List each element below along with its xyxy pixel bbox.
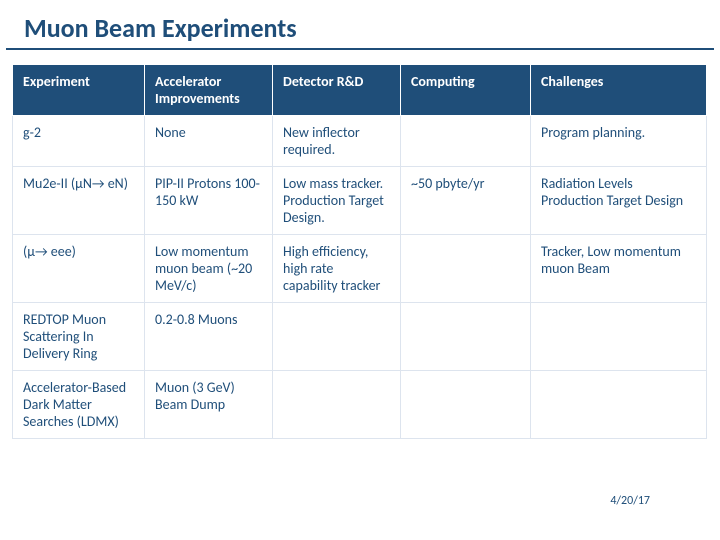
cell-challenges: Radiation Levels Production Target Desig… xyxy=(531,167,707,235)
cell-experiment: g-2 xyxy=(13,116,145,167)
cell-experiment: Mu2e-II (μN→ eN) xyxy=(13,167,145,235)
table-row: (μ→ eee) Low momentum muon beam (~20 MeV… xyxy=(13,235,707,303)
cell-detector: New inflector required. xyxy=(273,116,401,167)
cell-computing xyxy=(401,371,531,439)
cell-challenges xyxy=(531,303,707,371)
cell-accelerator: PIP-II Protons 100-150 kW xyxy=(145,167,273,235)
table-header-row: Experiment Accelerator Improvements Dete… xyxy=(13,65,707,116)
cell-challenges xyxy=(531,371,707,439)
cell-accelerator: None xyxy=(145,116,273,167)
cell-computing xyxy=(401,235,531,303)
col-experiment: Experiment xyxy=(13,65,145,116)
cell-challenges: Tracker, Low momentum muon Beam xyxy=(531,235,707,303)
cell-detector: High efficiency, high rate capability tr… xyxy=(273,235,401,303)
table-row: Mu2e-II (μN→ eN) PIP-II Protons 100-150 … xyxy=(13,167,707,235)
cell-accelerator: 0.2-0.8 Muons xyxy=(145,303,273,371)
cell-experiment: Accelerator-Based Dark Matter Searches (… xyxy=(13,371,145,439)
experiments-table: Experiment Accelerator Improvements Dete… xyxy=(12,64,707,439)
cell-computing xyxy=(401,116,531,167)
cell-experiment: (μ→ eee) xyxy=(13,235,145,303)
cell-accelerator: Muon (3 GeV) Beam Dump xyxy=(145,371,273,439)
col-challenges: Challenges xyxy=(531,65,707,116)
table-row: Accelerator-Based Dark Matter Searches (… xyxy=(13,371,707,439)
cell-accelerator: Low momentum muon beam (~20 MeV/c) xyxy=(145,235,273,303)
cell-computing xyxy=(401,303,531,371)
slide-title: Muon Beam Experiments xyxy=(6,0,714,50)
cell-detector: Low mass tracker. Production Target Desi… xyxy=(273,167,401,235)
cell-detector xyxy=(273,371,401,439)
table-row: REDTOP Muon Scattering In Delivery Ring … xyxy=(13,303,707,371)
col-accelerator: Accelerator Improvements xyxy=(145,65,273,116)
table-row: g-2 None New inflector required. Program… xyxy=(13,116,707,167)
cell-detector xyxy=(273,303,401,371)
col-detector: Detector R&D xyxy=(273,65,401,116)
footer-date: 4/20/17 xyxy=(610,494,650,508)
cell-challenges: Program planning. xyxy=(531,116,707,167)
cell-computing: ~50 pbyte/yr xyxy=(401,167,531,235)
col-computing: Computing xyxy=(401,65,531,116)
cell-experiment: REDTOP Muon Scattering In Delivery Ring xyxy=(13,303,145,371)
